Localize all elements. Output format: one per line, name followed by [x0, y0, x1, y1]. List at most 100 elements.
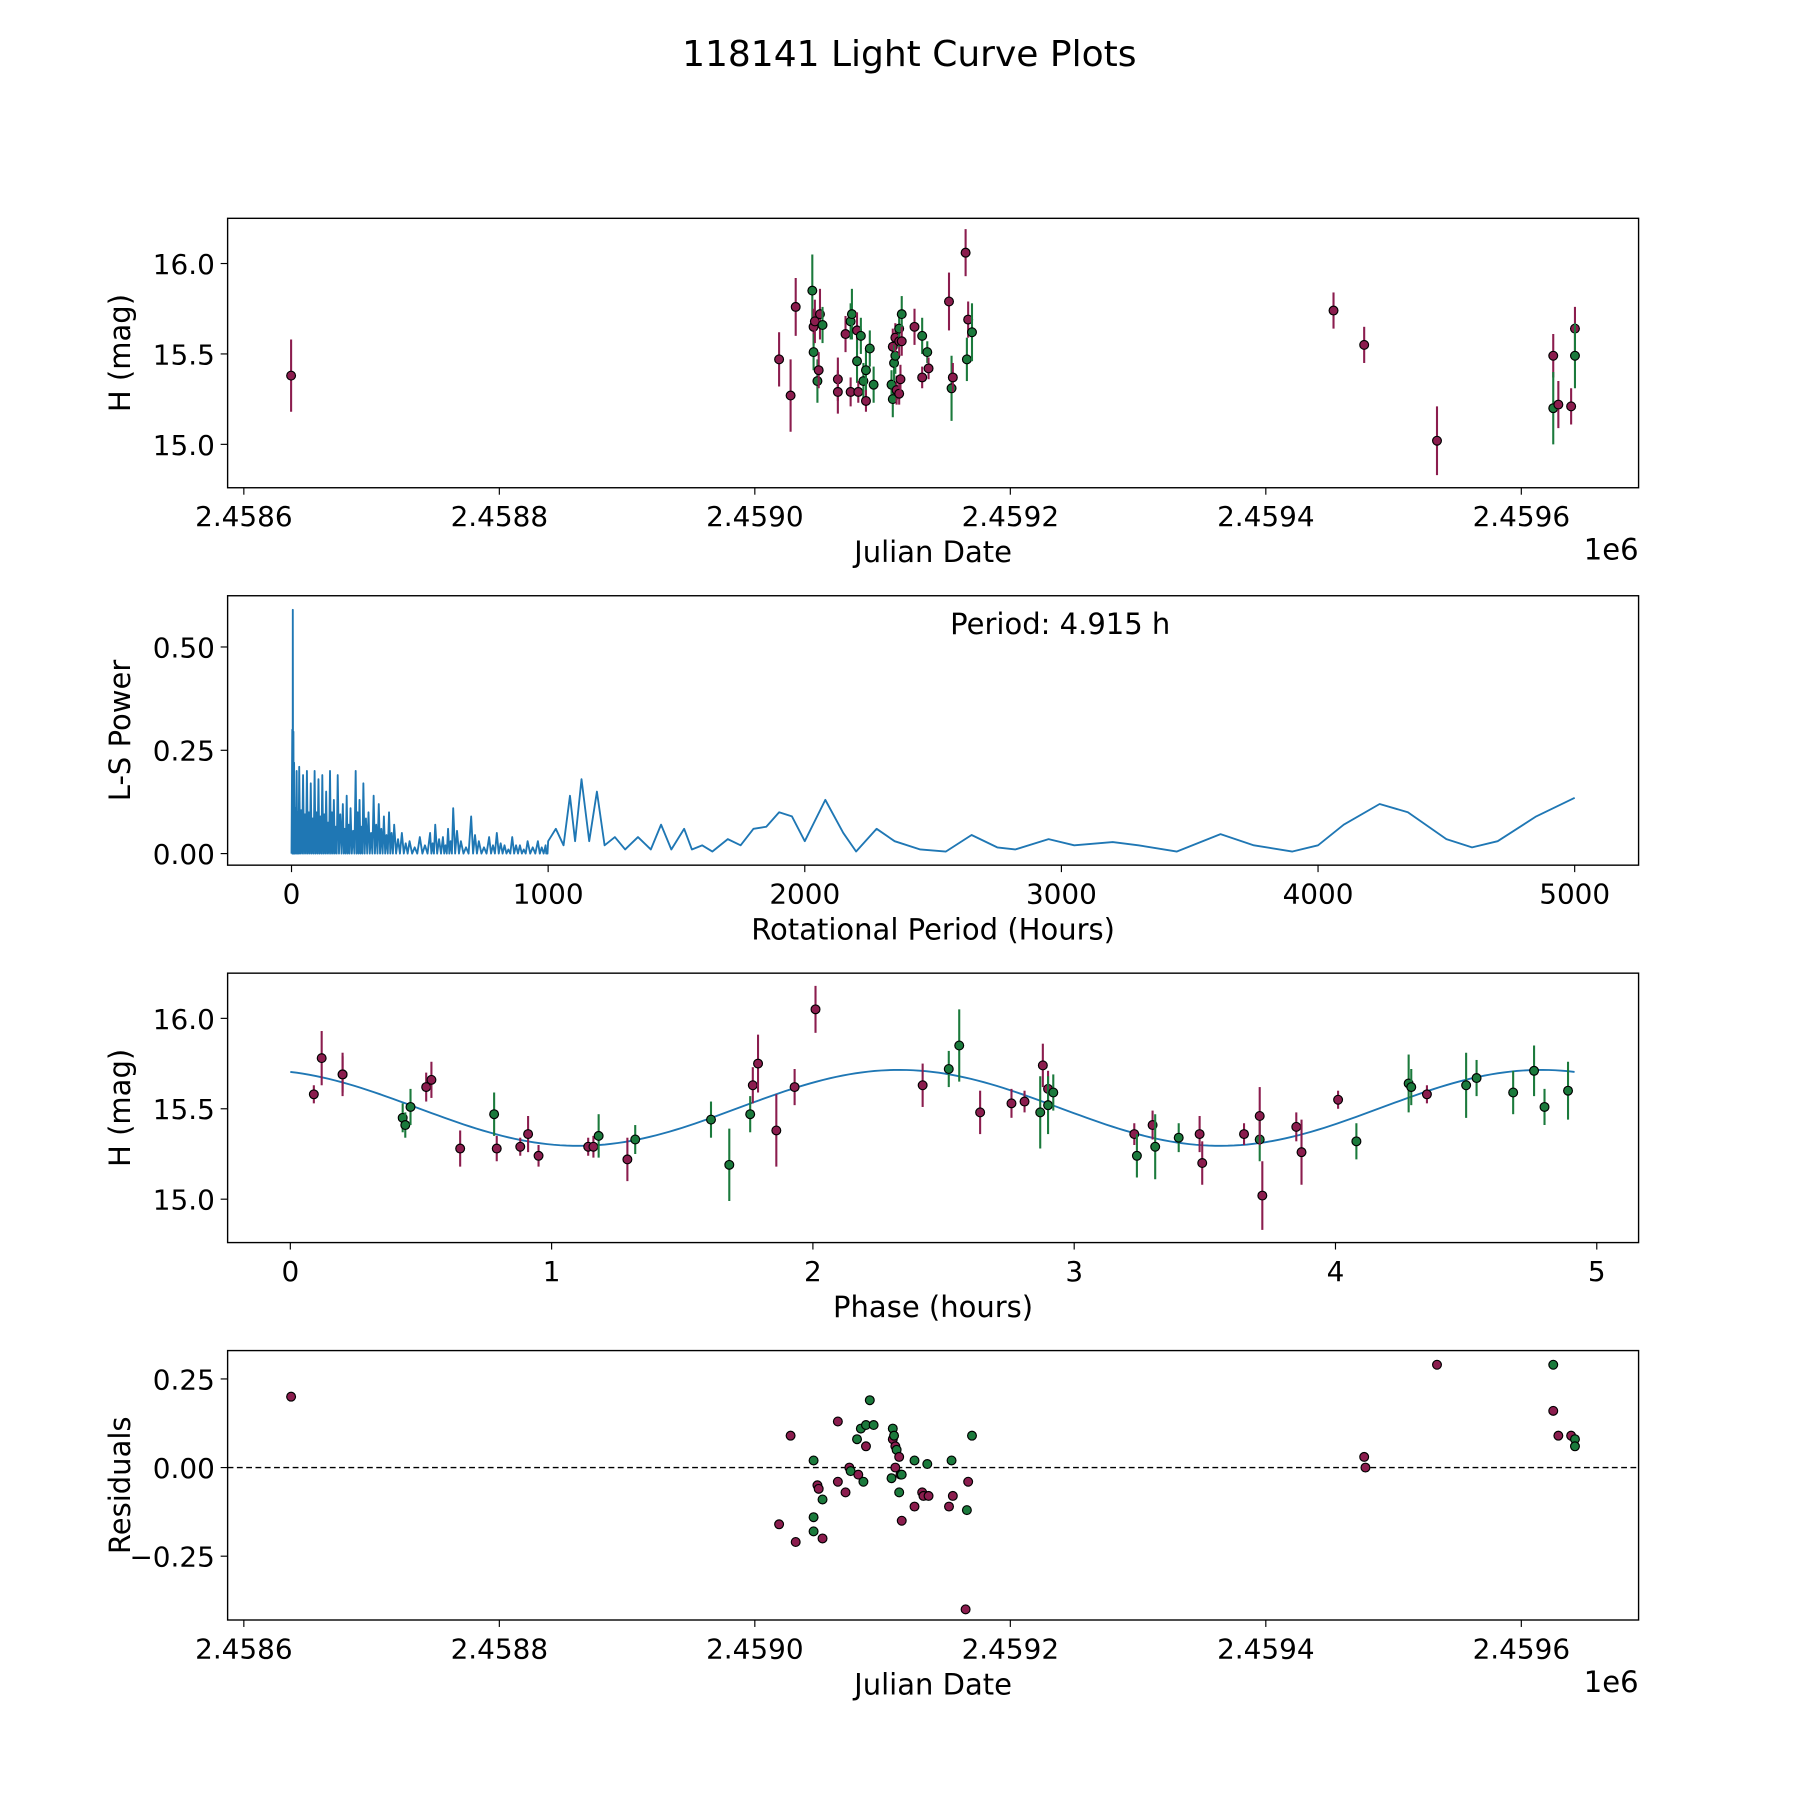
data-point [1553, 399, 1564, 410]
data-point [533, 1150, 544, 1161]
data-point [1563, 1085, 1574, 1096]
data-point [1194, 1129, 1205, 1140]
data-point [886, 1473, 897, 1484]
axis-offset-label: 1e6 [1584, 533, 1639, 567]
data-point [1328, 305, 1339, 316]
data-point [1508, 1087, 1519, 1098]
y-axis-label: Residuals [103, 1416, 137, 1554]
data-point [1569, 1441, 1580, 1452]
y-tick-label: 0.00 [153, 838, 215, 871]
data-point [1043, 1100, 1054, 1111]
y-tick-label: 0.25 [153, 735, 215, 768]
data-point [813, 365, 824, 376]
data-point [840, 1487, 851, 1498]
x-tick-label: 5 [1588, 1255, 1606, 1288]
y-tick-label: 0.00 [153, 1452, 215, 1485]
x-axis-label: Rotational Period (Hours) [751, 912, 1115, 946]
data-point [308, 1089, 319, 1100]
data-point [785, 390, 796, 401]
data-point [1048, 1087, 1059, 1098]
data-point [909, 1501, 920, 1512]
data-point [1006, 1098, 1017, 1109]
y-tick-label: −0.25 [129, 1541, 214, 1574]
data-point [943, 1064, 954, 1074]
data-point [853, 1469, 864, 1480]
data-point [852, 356, 863, 367]
data-point [1037, 1060, 1048, 1071]
data-point [630, 1134, 641, 1145]
data-point [817, 1533, 828, 1544]
axes-frame [226, 972, 1640, 1244]
x-tick-label: 2.4596 [1473, 1632, 1570, 1665]
data-point [975, 1107, 986, 1118]
data-point [1566, 401, 1577, 412]
data-point [1432, 435, 1442, 446]
data-point [1291, 1121, 1302, 1132]
data-point [724, 1159, 735, 1170]
x-axis-label: Julian Date [852, 535, 1012, 569]
data-point [1553, 1430, 1564, 1441]
data-point [894, 1487, 905, 1498]
data-point [960, 1604, 971, 1615]
data-point [812, 376, 823, 387]
data-point [832, 1416, 843, 1427]
data-point [840, 329, 851, 340]
period-annotation: Period: 4.915 h [950, 607, 1170, 641]
data-point [515, 1141, 526, 1152]
data-point [1461, 1080, 1472, 1091]
data-point [1257, 1190, 1268, 1201]
data-point [895, 374, 906, 385]
x-tick-label: 1000 [513, 877, 584, 910]
x-tick-label: 2000 [769, 877, 840, 910]
data-point [864, 1395, 875, 1406]
data-point [774, 1519, 785, 1530]
data-point [1173, 1132, 1184, 1143]
data-point [790, 301, 801, 312]
data-point [808, 1512, 819, 1523]
data-point [622, 1154, 633, 1165]
data-point [593, 1130, 604, 1141]
x-tick-label: 3000 [1026, 877, 1097, 910]
data-point [923, 1490, 934, 1501]
data-point [832, 386, 843, 397]
x-tick-label: 2.4590 [706, 500, 803, 533]
data-point [947, 372, 958, 383]
data-point [944, 296, 954, 307]
data-point [896, 309, 907, 320]
data-point [860, 365, 871, 376]
data-point [889, 1430, 900, 1441]
data-point [1360, 1462, 1371, 1473]
data-point [961, 354, 972, 365]
data-point [489, 1109, 500, 1120]
data-point [337, 1069, 348, 1080]
data-point [774, 354, 785, 365]
x-tick-label: 2.4592 [962, 1632, 1059, 1665]
axes-frame [226, 217, 1640, 489]
data-point [1150, 1141, 1161, 1152]
data-point [917, 372, 928, 383]
light-curve-panel: 2.4586 2.4588 2.4590 2.4592 2.4594 2.4596 15.0… [103, 217, 1640, 569]
data-point [745, 1109, 756, 1120]
data-point [860, 395, 871, 406]
data-point [807, 285, 818, 296]
y-tick-label: 0.50 [153, 631, 215, 664]
data-point [1548, 1359, 1559, 1370]
data-point [923, 363, 934, 374]
data-point [588, 1141, 599, 1152]
data-point [852, 1434, 863, 1445]
x-tick-label: 2.4594 [1217, 1632, 1314, 1665]
data-point [909, 1455, 920, 1466]
x-tick-label: 2.4588 [451, 500, 548, 533]
data-point [286, 1391, 297, 1402]
data-point [1529, 1065, 1540, 1076]
data-point [808, 1455, 819, 1466]
data-point [967, 327, 977, 338]
data-point [455, 1143, 466, 1154]
data-point [491, 1143, 502, 1154]
data-point [1471, 1073, 1482, 1084]
x-axis-label: Julian Date [852, 1667, 1012, 1701]
data-point [523, 1129, 534, 1140]
data-point [400, 1120, 411, 1131]
data-point [790, 1537, 801, 1548]
data-point [896, 1469, 907, 1480]
